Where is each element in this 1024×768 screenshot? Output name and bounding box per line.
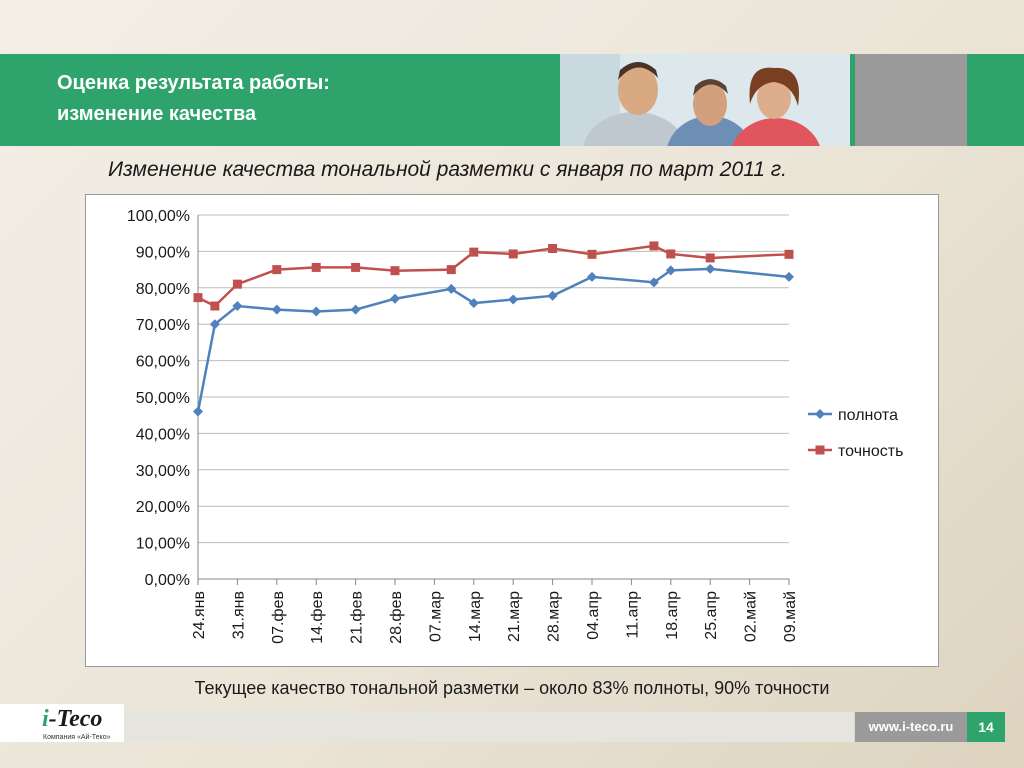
- data-point: [232, 301, 243, 311]
- y-tick-label: 0,00%: [145, 572, 190, 589]
- series-line-1: [196, 267, 790, 412]
- data-point: [587, 249, 597, 259]
- footer-url: www.i-teco.ru: [855, 712, 967, 742]
- logo-subtitle: Компания «Ай-Теко»: [43, 734, 111, 741]
- y-tick-label: 10,00%: [136, 536, 190, 553]
- data-point: [705, 253, 715, 263]
- grid-layer: [198, 214, 789, 580]
- x-tick-label: 28.фев: [388, 591, 405, 644]
- legend-layer: полнота точность: [808, 407, 903, 460]
- data-point: [784, 271, 794, 282]
- data-point: [784, 249, 794, 259]
- data-point: [193, 406, 203, 417]
- x-tick-label: 28.мар: [546, 591, 563, 642]
- legend-marker: [815, 445, 825, 455]
- x-tick-label: 21.мар: [506, 591, 523, 642]
- y-tick-label: 90,00%: [136, 244, 190, 261]
- y-tick-label: 70,00%: [136, 317, 190, 334]
- x-tick-label: 07.фев: [270, 591, 287, 644]
- y-tick-label: 30,00%: [136, 463, 190, 480]
- logo-rest: -Teco: [48, 706, 103, 732]
- data-point: [272, 265, 282, 275]
- data-point: [648, 277, 659, 288]
- x-tick-label: 02.май: [743, 591, 760, 642]
- footer-bar: [124, 712, 854, 742]
- data-point: [311, 262, 321, 272]
- data-point: [665, 265, 676, 276]
- x-tick-label: 25.апр: [703, 591, 720, 640]
- header-gray-block: [855, 54, 967, 146]
- data-point: [390, 266, 400, 276]
- data-point: [193, 293, 203, 303]
- data-point: [311, 306, 322, 317]
- x-tick-label: 24.янв: [191, 591, 208, 639]
- data-point: [705, 263, 716, 274]
- chart-frame: 0,00% 10,00% 20,00% 30,00% 40,00% 50,00% 60,00…: [85, 194, 939, 667]
- data-point: [468, 298, 479, 309]
- header-band: [0, 54, 1024, 146]
- legend-label: точность: [838, 443, 903, 460]
- slide-title-line2: изменение качества: [57, 103, 257, 125]
- footer-logo-area: [0, 704, 124, 742]
- data-point: [232, 279, 242, 289]
- team-photo-drawing: [560, 54, 850, 146]
- data-point: [350, 304, 361, 315]
- y-tick-label: 80,00%: [136, 281, 190, 298]
- data-point: [649, 241, 659, 251]
- legend-marker: [815, 409, 825, 419]
- x-tick-label: 14.фев: [309, 591, 326, 644]
- data-point: [666, 249, 676, 259]
- data-point: [469, 247, 479, 257]
- data-point: [508, 249, 518, 259]
- series-line-2: [197, 244, 790, 308]
- x-tick-label: 18.апр: [664, 591, 681, 640]
- data-point: [547, 290, 558, 301]
- data-point: [446, 265, 456, 275]
- y-tick-label: 20,00%: [136, 499, 190, 516]
- y-tick-label: 50,00%: [136, 390, 190, 407]
- x-tick-label: 07.мар: [427, 591, 444, 642]
- team-photo: [560, 54, 850, 146]
- data-point: [351, 262, 361, 272]
- page-number: 14: [967, 712, 1005, 742]
- axis-layer: 0,00% 10,00% 20,00% 30,00% 40,00% 50,00% 60,00…: [127, 208, 799, 644]
- x-tick-label: 14.мар: [467, 591, 484, 642]
- data-point: [209, 319, 220, 330]
- x-tick-label: 31.янв: [230, 591, 247, 639]
- data-point: [508, 294, 519, 305]
- y-tick-label: 40,00%: [136, 426, 190, 443]
- logo-i: i: [42, 706, 49, 732]
- chart-heading: Изменение качества тональной разметки с …: [108, 158, 787, 181]
- line-chart: 0,00% 10,00% 20,00% 30,00% 40,00% 50,00% 60,00…: [127, 208, 904, 644]
- legend-label: полнота: [838, 407, 898, 424]
- caption: Текущее качество тональной разметки – ок…: [194, 678, 830, 698]
- y-tick-label: 60,00%: [136, 354, 190, 371]
- data-point: [548, 243, 558, 253]
- slide-title: Оценка результата работы: изменение каче…: [57, 68, 537, 130]
- x-tick-label: 09.май: [782, 591, 799, 642]
- x-tick-label: 11.апр: [624, 591, 641, 639]
- x-tick-label: 21.фев: [349, 591, 366, 644]
- x-tick-label: 04.апр: [585, 591, 602, 640]
- data-point: [390, 293, 400, 304]
- y-tick-label: 100,00%: [127, 208, 190, 225]
- data-point: [210, 301, 220, 311]
- data-point: [587, 271, 597, 282]
- data-point: [271, 304, 282, 315]
- series-layer: [193, 241, 794, 417]
- data-point: [446, 283, 457, 294]
- company-logo: i-Teco: [42, 706, 102, 733]
- slide-title-line1: Оценка результата работы:: [57, 72, 330, 94]
